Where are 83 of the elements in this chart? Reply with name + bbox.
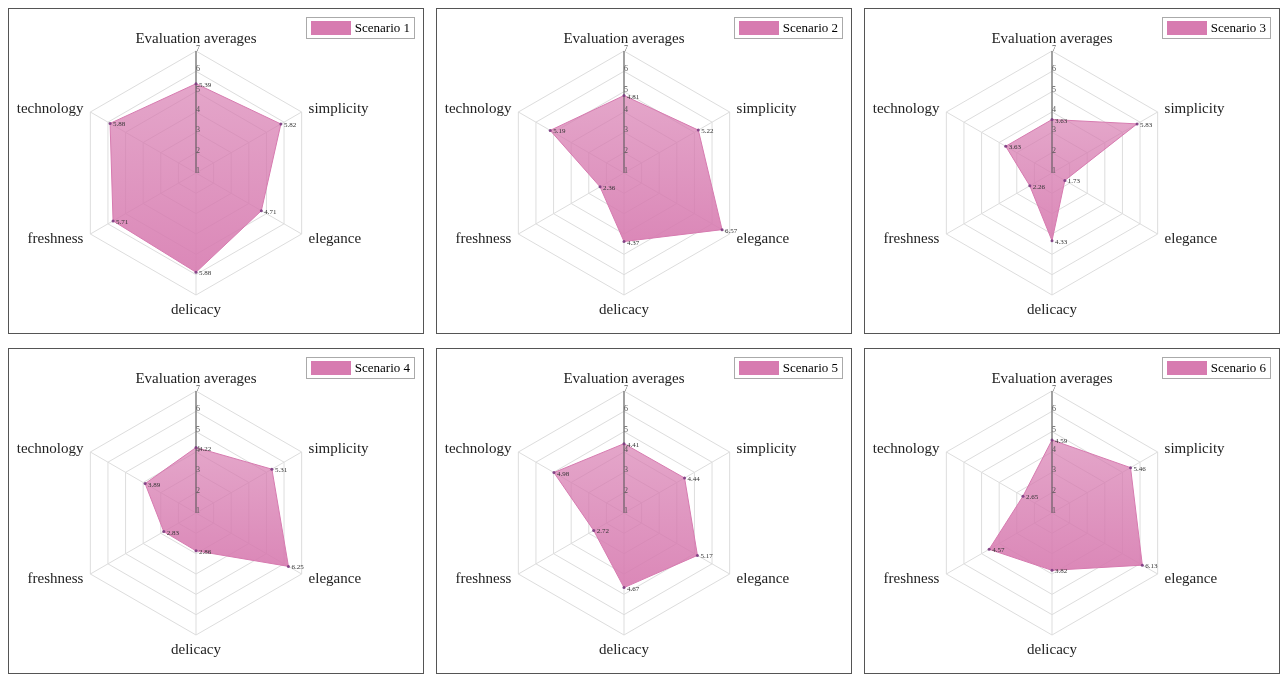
spoke-label: freshness (883, 230, 940, 247)
y-tick-label: 2 (624, 485, 628, 495)
spoke-label: technology (444, 440, 512, 457)
spoke-label: elegance (308, 230, 362, 247)
y-tick-label: 3 (196, 465, 200, 475)
y-tick-label: 6 (1052, 64, 1056, 74)
spoke-label: elegance (736, 570, 790, 587)
spoke-label: delicacy (1027, 300, 1078, 317)
y-tick-label: 1 (624, 506, 628, 515)
spoke-label: technology (872, 100, 940, 117)
spoke-label: Evaluation averages (991, 30, 1113, 46)
y-tick-label: 1 (1052, 506, 1056, 515)
y-tick-label: 2 (196, 485, 200, 495)
y-tick-label: 3 (1052, 465, 1056, 475)
spoke-label: technology (16, 440, 84, 457)
y-tick-label: 5 (1052, 424, 1056, 434)
y-tick-label: 7 (624, 44, 628, 53)
y-tick-label: 6 (624, 404, 628, 414)
spoke-label: freshness (27, 230, 84, 247)
y-tick-label: 1 (196, 506, 200, 515)
spoke-label: freshness (883, 570, 940, 587)
spoke-label: Evaluation averages (135, 30, 257, 46)
y-tick-label: 6 (1052, 404, 1056, 414)
y-tick-label: 4 (1052, 445, 1056, 454)
y-tick-label: 5 (624, 424, 628, 434)
y-tick-label: 6 (196, 404, 200, 414)
spoke-label: technology (444, 100, 512, 117)
legend-label: Scenario 2 (782, 20, 838, 36)
spoke-label: Evaluation averages (135, 370, 257, 386)
legend-label: Scenario 4 (354, 360, 410, 376)
y-tick-label: 2 (1052, 145, 1056, 155)
y-tick-label: 5 (196, 84, 200, 94)
spoke-label: simplicity (1164, 440, 1226, 457)
y-tick-label: 7 (1052, 44, 1056, 53)
y-tick-label: 1 (1052, 166, 1056, 175)
spoke-label: delicacy (171, 640, 222, 657)
spoke-label: technology (872, 440, 940, 457)
y-tick-label: 4 (196, 105, 200, 114)
spoke-label: elegance (1164, 570, 1218, 587)
legend-label: Scenario 1 (354, 20, 410, 36)
spoke-label: simplicity (1164, 100, 1226, 117)
spoke-label: simplicity (736, 440, 798, 457)
y-tick-label: 7 (624, 384, 628, 393)
spoke-label: delicacy (171, 300, 222, 317)
spoke-label: simplicity (736, 100, 798, 117)
legend-label: Scenario 3 (1210, 20, 1266, 36)
legend-label: Scenario 6 (1210, 360, 1266, 376)
spoke-label: delicacy (1027, 640, 1078, 657)
y-tick-label: 4 (624, 105, 628, 114)
y-tick-label: 5 (1052, 84, 1056, 94)
spoke-label: Evaluation averages (563, 370, 685, 386)
y-tick-label: 1 (196, 166, 200, 175)
legend-label: Scenario 5 (782, 360, 838, 376)
y-tick-label: 2 (624, 145, 628, 155)
spoke-label: technology (16, 100, 84, 117)
y-tick-label: 6 (196, 64, 200, 74)
y-tick-label: 5 (196, 424, 200, 434)
y-tick-label: 6 (624, 64, 628, 74)
y-tick-label: 4 (624, 445, 628, 454)
y-tick-label: 3 (1052, 125, 1056, 135)
y-tick-label: 3 (196, 125, 200, 135)
spoke-label: simplicity (308, 100, 370, 117)
y-tick-label: 3 (624, 465, 628, 475)
spoke-label: delicacy (599, 300, 650, 317)
spoke-label: Evaluation averages (563, 30, 685, 46)
spoke-label: elegance (308, 570, 362, 587)
y-tick-label: 7 (196, 384, 200, 393)
y-tick-label: 7 (196, 44, 200, 53)
y-tick-label: 3 (624, 125, 628, 135)
spoke-label: elegance (1164, 230, 1218, 247)
spoke-label: simplicity (308, 440, 370, 457)
y-tick-label: 5 (624, 84, 628, 94)
spoke-label: freshness (455, 230, 512, 247)
y-tick-label: 4 (1052, 105, 1056, 114)
spoke-label: elegance (736, 230, 790, 247)
y-tick-label: 1 (624, 166, 628, 175)
spoke-label: freshness (27, 570, 84, 587)
y-tick-label: 2 (1052, 485, 1056, 495)
y-tick-label: 2 (196, 145, 200, 155)
spoke-label: freshness (455, 570, 512, 587)
spoke-label: delicacy (599, 640, 650, 657)
spoke-label: Evaluation averages (991, 370, 1113, 386)
y-tick-label: 7 (1052, 384, 1056, 393)
